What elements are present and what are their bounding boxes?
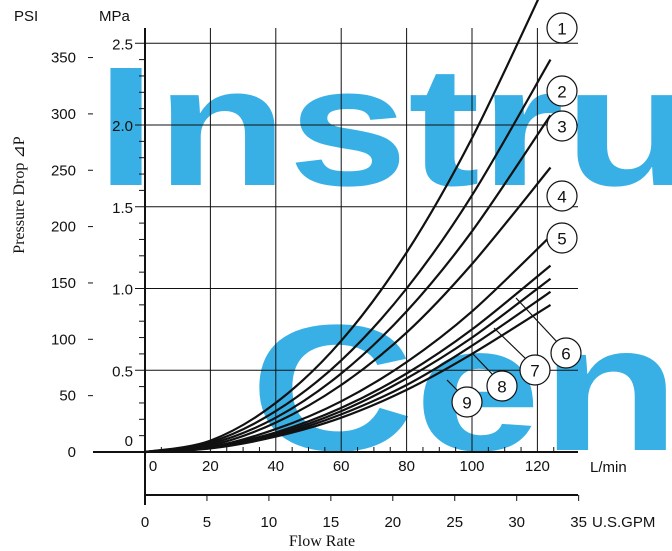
x-secondary-unit: U.S.GPM xyxy=(592,514,655,531)
y-mpa-tick-label: 2.0 xyxy=(112,118,133,135)
grid xyxy=(145,28,578,452)
series-label-3: 3 xyxy=(557,118,566,137)
series-leader-8 xyxy=(472,353,495,377)
x-lpm-tick-label: 0 xyxy=(149,458,157,475)
series-callout-6 xyxy=(550,337,582,369)
series-callout-9 xyxy=(451,386,483,418)
series-label-2: 2 xyxy=(557,83,566,102)
x-lpm-tick-label: 100 xyxy=(459,458,484,475)
y-psi-tick-label: 50 xyxy=(59,388,76,405)
series-callout-7 xyxy=(519,354,551,386)
series-curve-9 xyxy=(144,303,552,454)
y-mpa-tick-label: 0 xyxy=(125,433,133,450)
series-curve-2 xyxy=(144,59,552,454)
series-callout-3 xyxy=(546,110,578,142)
y-mpa-tick-label: 0.5 xyxy=(112,363,133,380)
x-gpm-tick-label: 25 xyxy=(446,514,463,531)
axes xyxy=(88,28,580,505)
series-curve-3 xyxy=(144,114,552,454)
y-psi-tick-label: 100 xyxy=(51,331,76,348)
series-curves xyxy=(144,0,552,454)
y-secondary-unit: MPa xyxy=(99,8,131,25)
x-gpm-tick-label: 15 xyxy=(323,514,340,531)
y-axis-title: Pressure Drop ⊿P xyxy=(11,136,28,254)
series-label-5: 5 xyxy=(557,230,566,249)
y-psi-tick-label: 200 xyxy=(51,219,76,236)
y-primary-unit: PSI xyxy=(14,8,38,25)
series-label-9: 9 xyxy=(462,394,471,413)
y-psi-tick-label: 150 xyxy=(51,275,76,292)
x-lpm-tick-label: 40 xyxy=(267,458,284,475)
x-primary-unit: L/min xyxy=(590,459,627,476)
watermark: Instru Cen xyxy=(96,32,672,489)
series-labels: 1 2 3 4 5 6 7 8 9 xyxy=(446,12,582,418)
x-gpm-tick-label: 35 xyxy=(570,514,587,531)
y-psi-tick-label: 0 xyxy=(68,444,76,461)
series-callout-8 xyxy=(486,370,518,402)
series-label-1: 1 xyxy=(557,20,566,39)
x-gpm-tick-label: 5 xyxy=(203,514,211,531)
y-mpa-tick-label: 2.5 xyxy=(112,36,133,53)
series-callout-1 xyxy=(546,12,578,44)
x-lpm-tick-label: 80 xyxy=(398,458,415,475)
series-label-7: 7 xyxy=(530,362,539,381)
x-gpm-tick-label: 0 xyxy=(141,514,149,531)
y-psi-tick-label: 350 xyxy=(51,50,76,67)
y-mpa-tick-label: 1.0 xyxy=(112,282,133,299)
y-psi-tick-label: 250 xyxy=(51,162,76,179)
x-lpm-tick-label: 20 xyxy=(202,458,219,475)
y-mpa-tick-label: 1.5 xyxy=(112,200,133,217)
series-callout-4 xyxy=(546,180,578,212)
y-psi-tick-label: 300 xyxy=(51,106,76,123)
series-curve-4 xyxy=(144,166,552,454)
x-gpm-tick-label: 10 xyxy=(261,514,278,531)
x-gpm-tick-label: 20 xyxy=(384,514,401,531)
watermark-line-1: Instru xyxy=(96,32,672,222)
series-callout-2 xyxy=(546,75,578,107)
series-label-8: 8 xyxy=(497,378,506,397)
series-label-6: 6 xyxy=(561,345,570,364)
x-lpm-tick-label: 60 xyxy=(333,458,350,475)
series-leader-6 xyxy=(515,297,559,344)
axis-text: PSI MPa L/min U.S.GPM Flow Rate Pressure… xyxy=(11,8,655,550)
series-label-4: 4 xyxy=(557,188,566,207)
x-axis-title: Flow Rate xyxy=(289,533,355,550)
series-leader-7 xyxy=(493,327,528,361)
x-lpm-tick-label: 120 xyxy=(525,458,550,475)
x-gpm-tick-label: 30 xyxy=(508,514,525,531)
series-leader-9 xyxy=(446,379,460,393)
series-callout-5 xyxy=(546,222,578,254)
series-curve-1 xyxy=(144,0,540,454)
